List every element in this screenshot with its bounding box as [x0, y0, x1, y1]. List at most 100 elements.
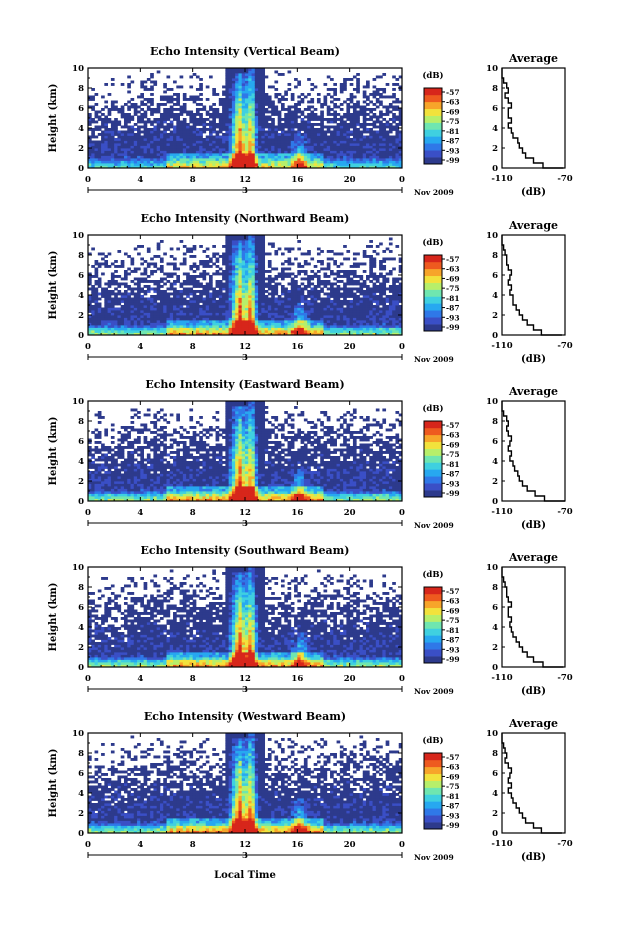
- heatmap-cell: [202, 126, 206, 129]
- heatmap-cell: [359, 106, 363, 109]
- heatmap-cell: [261, 295, 265, 298]
- heatmap-cell: [121, 131, 125, 134]
- heatmap-cell: [95, 103, 99, 106]
- heatmap-cell: [265, 295, 269, 298]
- heatmap-cell: [359, 288, 363, 291]
- heatmap-cell: [131, 310, 135, 313]
- heatmap-cell: [261, 118, 265, 121]
- heatmap-cell: [258, 290, 262, 293]
- heatmap-cell: [346, 118, 350, 121]
- heatmap-cell: [124, 113, 128, 116]
- heatmap-cell: [291, 330, 295, 333]
- heatmap-cell: [353, 103, 357, 106]
- heatmap-cell: [176, 310, 180, 313]
- heatmap-cell: [294, 328, 298, 331]
- heatmap-cell: [307, 161, 311, 164]
- heatmap-cell: [167, 96, 171, 99]
- heatmap-cell: [170, 133, 174, 136]
- heatmap-cell: [252, 143, 256, 146]
- y-tick-label: 4: [78, 124, 84, 134]
- heatmap-cell: [140, 121, 144, 124]
- panel-1: Echo Intensity (Vertical Beam)0246810Hei…: [48, 45, 573, 198]
- heatmap-cell: [346, 278, 350, 281]
- heatmap-cell: [317, 328, 321, 331]
- heatmap-cell: [225, 146, 229, 149]
- heatmap-cell: [121, 300, 125, 303]
- heatmap-cell: [382, 73, 386, 76]
- heatmap-cell: [196, 138, 200, 141]
- heatmap-cell: [261, 141, 265, 144]
- heatmap-cell: [157, 71, 161, 74]
- heatmap-cell: [216, 131, 220, 134]
- heatmap-cell: [330, 318, 334, 321]
- heatmap-cell: [353, 88, 357, 91]
- heatmap-cell: [330, 138, 334, 141]
- heatmap-cell: [232, 153, 236, 156]
- heatmap-cell: [245, 76, 249, 79]
- heatmap-cell: [291, 293, 295, 296]
- heatmap-cell: [304, 153, 308, 156]
- heatmap-cell: [258, 273, 262, 276]
- heatmap-cell: [265, 315, 269, 318]
- heatmap-cell: [297, 101, 301, 104]
- heatmap-cell: [104, 146, 108, 149]
- heatmap-cell: [274, 151, 278, 154]
- heatmap-cell: [229, 240, 233, 243]
- heatmap-cell: [176, 293, 180, 296]
- heatmap-cell: [104, 318, 108, 321]
- heatmap-cell: [144, 300, 148, 303]
- heatmap-cell: [180, 163, 184, 166]
- heatmap-cell: [330, 308, 334, 311]
- heatmap-cell: [356, 318, 360, 321]
- heatmap-cell: [160, 103, 164, 106]
- heatmap-cell: [216, 323, 220, 326]
- heatmap-cell: [248, 106, 252, 109]
- heatmap-cell: [222, 118, 226, 121]
- heatmap-cell: [225, 310, 229, 313]
- heatmap-cell: [294, 121, 298, 124]
- heatmap-cell: [173, 265, 177, 268]
- heatmap-cell: [219, 103, 223, 106]
- heatmap-cell: [206, 161, 210, 164]
- heatmap-cell: [324, 298, 328, 301]
- heatmap-cell: [206, 293, 210, 296]
- heatmap-cell: [206, 98, 210, 101]
- heatmap-cell: [124, 103, 128, 106]
- heatmap-cell: [147, 298, 151, 301]
- heatmap-cell: [127, 330, 131, 333]
- heatmap-cell: [232, 315, 236, 318]
- heatmap-cell: [327, 106, 331, 109]
- heatmap-cell: [317, 138, 321, 141]
- heatmap-cell: [265, 156, 269, 159]
- heatmap-cell: [245, 315, 249, 318]
- heatmap-cell: [304, 128, 308, 131]
- heatmap-cell: [199, 116, 203, 119]
- heatmap-cell: [238, 101, 242, 104]
- heatmap-cell: [95, 313, 99, 316]
- heatmap-cell: [343, 328, 347, 331]
- heatmap-cell: [245, 138, 249, 141]
- heatmap-cell: [281, 330, 285, 333]
- heatmap-cell: [366, 151, 370, 154]
- heatmap-cell: [327, 250, 331, 253]
- heatmap-cell: [291, 290, 295, 293]
- heatmap-cell: [337, 153, 341, 156]
- heatmap-cell: [238, 73, 242, 76]
- heatmap-cell: [301, 163, 305, 166]
- heatmap-cell: [235, 101, 239, 104]
- heatmap-cell: [114, 153, 118, 156]
- heatmap-cell: [255, 253, 259, 256]
- heatmap-cell: [310, 330, 314, 333]
- heatmap-cell: [242, 328, 246, 331]
- heatmap-cell: [288, 303, 292, 306]
- heatmap-cell: [386, 123, 390, 126]
- heatmap-cell: [238, 141, 242, 144]
- heatmap-cell: [363, 318, 367, 321]
- heatmap-cell: [150, 143, 154, 146]
- heatmap-cell: [307, 108, 311, 111]
- heatmap-cell: [111, 128, 115, 131]
- heatmap-cell: [317, 141, 321, 144]
- heatmap-cell: [356, 131, 360, 134]
- heatmap-cell: [307, 253, 311, 256]
- heatmap-cell: [206, 136, 210, 139]
